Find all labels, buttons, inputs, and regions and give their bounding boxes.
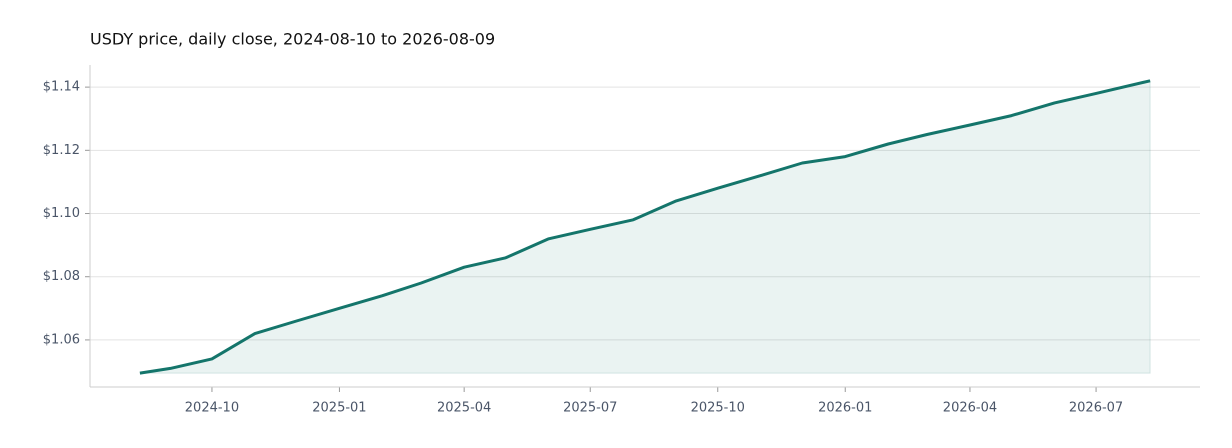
chart-title: USDY price, daily close, 2024-08-10 to 2… (90, 30, 495, 49)
y-tick-label: $1.10 (43, 206, 80, 221)
x-tick-label: 2025-07 (563, 401, 617, 416)
x-tick-label: 2025-01 (312, 401, 366, 416)
x-tick-label: 2025-10 (691, 401, 745, 416)
price-line (139, 79, 1151, 375)
y-tick-label: $1.12 (43, 143, 80, 158)
x-tick-label: 2026-01 (818, 401, 872, 416)
x-tick-label: 2024-10 (185, 401, 239, 416)
y-tick-label: $1.14 (43, 80, 80, 95)
y-tick-label: $1.08 (43, 269, 80, 284)
area-fill (139, 80, 1151, 374)
x-tick-label: 2025-04 (437, 401, 491, 416)
y-tick-label: $1.06 (43, 332, 80, 347)
x-tick-label: 2026-07 (1069, 401, 1123, 416)
x-tick-label: 2026-04 (943, 401, 997, 416)
